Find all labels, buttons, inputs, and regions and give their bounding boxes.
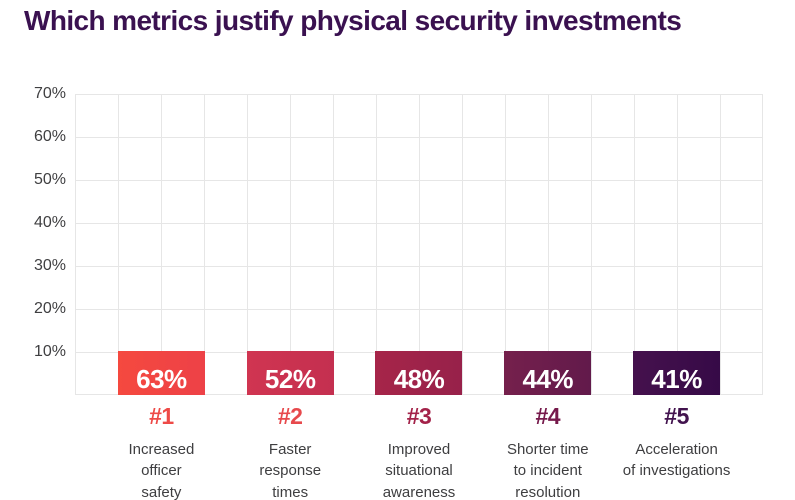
- y-tick-label: 50%: [33, 171, 66, 188]
- x-label-group: #5 Acceleration of investigations: [612, 403, 741, 482]
- plot-area: [75, 94, 763, 395]
- bar: 52%: [246, 351, 334, 395]
- bar-value-label: 44%: [522, 364, 574, 394]
- bar: 63%: [117, 351, 205, 395]
- x-label-group: #4 Shorter time to incident resolution: [483, 403, 612, 500]
- bar-value-label: 63%: [136, 364, 187, 394]
- rank-label: #2: [277, 403, 303, 429]
- bar-value-label: 52%: [264, 364, 316, 394]
- y-tick-label: 40%: [33, 214, 66, 231]
- bar-value-label: 41%: [651, 364, 702, 394]
- rank-label: #3: [406, 403, 432, 429]
- rank-label: #5: [664, 403, 689, 429]
- bar-group: 63%: [97, 351, 226, 395]
- category-label: Acceleration of investigations: [622, 441, 731, 480]
- bar: 41%: [633, 351, 721, 395]
- y-tick-label: 30%: [33, 257, 66, 274]
- category-label: Faster response times: [259, 441, 322, 500]
- y-tick-label: 70%: [33, 85, 66, 102]
- bars-row: 63% 52% 48% 44% 41%: [75, 94, 763, 395]
- category-label: Increased officer safety: [128, 441, 195, 500]
- bar-group: 52%: [226, 351, 355, 395]
- bar-group: 44%: [483, 351, 612, 395]
- bar-value-label: 48%: [393, 364, 445, 394]
- bar-group: 41%: [612, 351, 741, 395]
- category-label: Shorter time to incident resolution: [506, 441, 589, 500]
- chart-title: Which metrics justify physical security …: [24, 5, 682, 36]
- rank-label: #4: [535, 403, 561, 429]
- rank-label: #1: [149, 403, 174, 429]
- bar: 44%: [504, 351, 592, 395]
- x-label-group: #3 Improved situational awareness: [355, 403, 484, 500]
- y-tick-label: 10%: [33, 343, 66, 360]
- bar-group: 48%: [355, 351, 484, 395]
- x-label-group: #2 Faster response times: [226, 403, 355, 500]
- x-label-group: #1 Increased officer safety: [97, 403, 226, 500]
- bar: 48%: [375, 351, 463, 395]
- y-tick-label: 20%: [33, 300, 66, 317]
- category-label: Improved situational awareness: [382, 441, 456, 500]
- y-tick-label: 60%: [33, 128, 66, 145]
- x-axis-labels: #1 Increased officer safety #2 Faster re…: [75, 403, 763, 500]
